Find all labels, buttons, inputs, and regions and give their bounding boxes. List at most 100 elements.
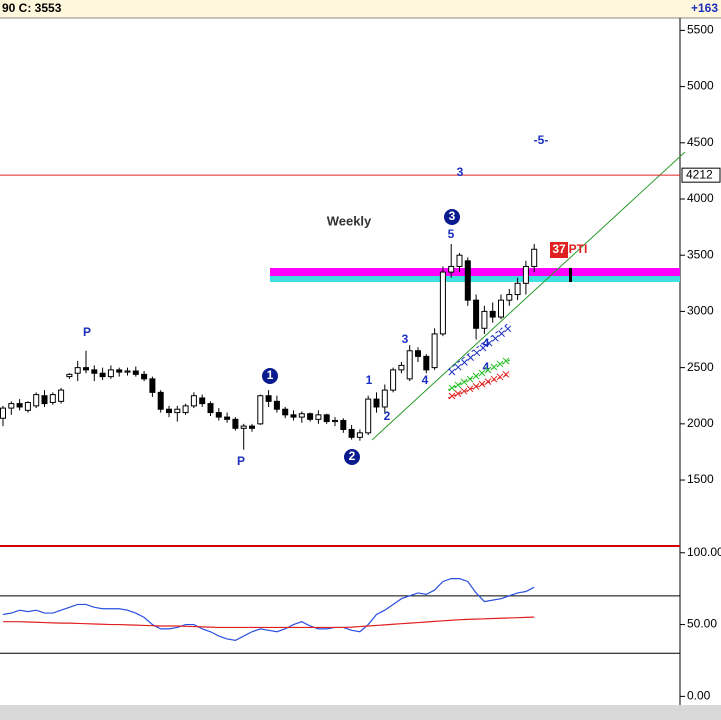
cross-mark xyxy=(484,366,492,374)
candle-body xyxy=(215,412,222,418)
candle-body xyxy=(489,310,496,318)
candle-body xyxy=(522,265,529,284)
cross-mark xyxy=(479,344,487,352)
candle-body xyxy=(224,416,231,420)
level-label: 4212 xyxy=(686,167,713,181)
candle-body xyxy=(390,369,397,391)
annotation: 4 xyxy=(483,336,490,350)
cross-mark xyxy=(448,368,456,376)
candle-body xyxy=(282,408,289,416)
wave-circle xyxy=(344,449,360,465)
cross-mark xyxy=(485,339,493,347)
candle-body xyxy=(415,350,421,357)
cross-mark xyxy=(502,371,510,378)
y-tick-label: 4500 xyxy=(687,135,714,149)
candle-body xyxy=(298,413,305,418)
candle-body xyxy=(33,394,40,407)
header-change: +163 xyxy=(691,1,718,15)
annotation: Weekly xyxy=(327,213,372,228)
candle-body xyxy=(398,364,405,371)
cross-mark xyxy=(454,363,462,371)
cross-mark xyxy=(496,360,504,368)
cross-mark xyxy=(448,384,456,392)
candle-body xyxy=(157,391,164,410)
y-tick-label: 0.00 xyxy=(687,689,711,703)
annotation: 37 xyxy=(552,242,566,256)
y-tick-label: 3000 xyxy=(687,304,714,318)
candle-body xyxy=(348,428,355,438)
y-tick-label: 2500 xyxy=(687,360,714,374)
cross-mark xyxy=(492,335,499,342)
candle-body xyxy=(83,367,89,371)
oscillator-line xyxy=(3,616,535,629)
annotation: P xyxy=(237,454,245,468)
y-tick-label: 5500 xyxy=(687,23,714,37)
y-tick-label: 100.00 xyxy=(687,545,721,559)
candle-body xyxy=(307,413,314,420)
candle-body xyxy=(381,389,388,408)
header-bar xyxy=(0,0,721,18)
candle-body xyxy=(91,369,98,374)
candle-body xyxy=(323,414,330,423)
cross-mark xyxy=(490,375,498,383)
candle-body xyxy=(373,398,380,408)
oscillator-line xyxy=(2,578,535,641)
cross-mark xyxy=(504,325,512,333)
resistance-band xyxy=(270,268,680,276)
y-tick-label: 2000 xyxy=(687,416,714,430)
candle-body xyxy=(340,419,347,430)
annotation: -5- xyxy=(534,133,549,147)
candle-body xyxy=(24,401,31,411)
candle-body xyxy=(74,367,81,374)
annotation: 2 xyxy=(349,449,356,463)
header-quote: 90 C: 3553 xyxy=(2,1,62,15)
candle-body xyxy=(99,372,106,378)
candle-body xyxy=(124,370,131,373)
cross-mark xyxy=(460,387,468,395)
candle-body xyxy=(249,425,255,429)
y-tick-label: 4000 xyxy=(687,191,714,205)
trend-channel-red xyxy=(447,373,511,399)
y-tick-label: 1500 xyxy=(687,472,714,486)
candle-body xyxy=(464,260,471,301)
candle-body xyxy=(506,294,513,301)
candle-body xyxy=(58,389,65,402)
cross-mark xyxy=(466,385,474,393)
candle-body xyxy=(481,310,488,329)
panel-separator xyxy=(0,545,680,547)
candle-body xyxy=(423,355,430,371)
candle-body xyxy=(439,271,446,335)
label-box xyxy=(550,242,568,258)
wave-circle xyxy=(444,209,460,225)
candle-body xyxy=(116,369,123,373)
annotation: 5 xyxy=(448,227,455,241)
candle-body xyxy=(41,395,48,405)
candle-body xyxy=(182,405,189,414)
candle-body xyxy=(49,394,56,403)
candle-body xyxy=(473,299,480,329)
status-strip xyxy=(0,705,721,720)
cross-mark xyxy=(484,378,492,385)
annotation: 4 xyxy=(483,360,490,374)
annotation: 3 xyxy=(457,165,464,179)
candle-body xyxy=(257,395,264,425)
annotation: P xyxy=(83,325,91,339)
level-label-box xyxy=(681,167,721,183)
candle-body xyxy=(290,414,297,418)
cross-mark xyxy=(478,369,486,377)
support-band xyxy=(270,276,680,282)
annotation: 2 xyxy=(384,409,391,423)
candle-body xyxy=(232,418,239,429)
candle-body xyxy=(265,395,272,402)
candle-body xyxy=(107,369,114,378)
cross-mark xyxy=(448,392,456,400)
cross-mark xyxy=(473,349,481,357)
annotation: 4 xyxy=(422,373,429,387)
candle-body xyxy=(514,282,521,296)
candle-body xyxy=(190,395,197,407)
candle-body xyxy=(207,403,214,414)
candle-body xyxy=(456,254,463,267)
candle-body xyxy=(66,373,73,378)
